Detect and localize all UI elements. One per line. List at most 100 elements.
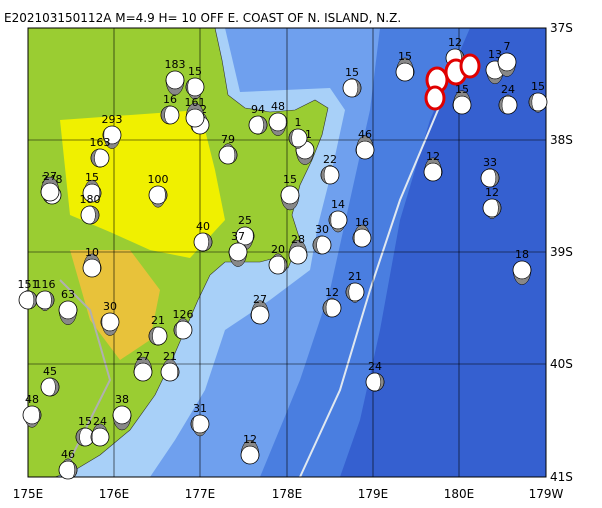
ball-quadrant [345,283,360,303]
depth-label: 15 [531,80,545,93]
beachball: 16 [160,93,180,125]
ball-quadrant [295,147,314,165]
depth-label: 24 [501,83,515,96]
beachball: 30 [312,223,332,255]
beachball: 37 [228,230,248,267]
ball-quadrant [312,235,323,255]
depth-label: 48 [25,393,39,406]
depth-label: 15 [455,83,469,96]
main-event [424,85,446,111]
ball-quadrant [133,356,153,373]
beachball: 46 [355,128,375,160]
depth-label: 38 [115,393,129,406]
depth-label: 7 [504,40,511,53]
depth-label: 13 [488,48,502,61]
ball-quadrant [452,90,471,109]
depth-label: 12 [485,186,499,199]
lat-label: 37S [550,21,573,35]
ball-quadrant [228,249,247,267]
beachball: 14 [328,198,348,233]
beachball: 63 [58,288,78,325]
ball-quadrant [160,105,171,125]
lat-label: 38S [550,133,573,147]
depth-label: 12 [243,433,257,446]
beachball: 15 [185,65,205,100]
ball-quadrant [100,316,118,336]
depth-label: 10 [85,246,99,259]
beachball: 79 [218,133,238,165]
beachball: 116 [35,278,56,311]
beachball: 27 [133,350,153,382]
beachball: 15 [82,171,102,203]
lon-label: 180E [444,487,475,501]
ball-quadrant [355,135,374,154]
ball-quadrant [59,307,78,325]
ball-quadrant [250,300,269,319]
ball-quadrant [256,115,268,135]
lon-label: 179E [358,487,389,501]
ball-quadrant [75,427,87,447]
depth-label: 40 [196,220,210,233]
beachball: 15 [528,80,548,113]
ball-quadrant [352,224,370,244]
lat-label: 39S [550,245,573,259]
depth-label: 22 [323,153,337,166]
depth-label: 31 [193,402,207,415]
ball-quadrant [200,232,213,252]
ball-quadrant [49,377,60,397]
depth-label: 46 [358,128,372,141]
beachball: 12 [423,150,443,182]
ball-quadrant [498,94,512,114]
ball-quadrant [90,148,102,168]
frame [27,27,547,478]
beachball: 40 [193,220,213,252]
depth-label: 12 [448,36,462,49]
depth-label: 15 [398,50,412,63]
ball-quadrant [90,423,108,443]
depth-label: 21 [163,350,177,363]
depth-label: 16 [355,216,369,229]
depth-label: 46 [61,448,75,461]
depth-label: 126 [173,308,194,321]
ball-quadrant [396,57,415,77]
ball-quadrant [165,79,185,96]
depth-label: 18 [515,248,529,261]
depth-label: 27 [43,170,57,183]
beachball: 15 [452,83,472,115]
depth-label: 24 [93,415,107,428]
beachball: 161 [185,96,206,128]
depth-label: 14 [331,198,345,211]
ball-quadrant [40,176,60,194]
main-event [459,53,481,79]
ball-quadrant [148,326,160,346]
depth-label: 94 [251,103,265,116]
depth-label: 20 [271,243,285,256]
lon-label: 179W [529,487,564,501]
beachball: 20 [268,243,288,275]
ball-quadrant [349,78,362,97]
beachball: 15 [395,50,415,82]
fault-line [59,279,112,461]
beachball: 48 [268,100,288,136]
ball-quadrant [320,164,334,184]
ball-quadrant [497,59,516,77]
beachball: 163 [90,136,111,168]
depth-label: 79 [221,133,235,146]
lon-label: 177E [185,487,216,501]
depth-label: 33 [483,156,497,169]
depth-label: 163 [90,136,111,149]
depth-label: 15 [188,65,202,78]
beachball: 100 [148,173,169,208]
ball-quadrant [173,318,189,338]
ball-quadrant [272,253,288,273]
beachball: 30 [100,300,120,336]
ball-quadrant [25,290,38,309]
ball-quadrant [151,188,168,208]
depth-label: 21 [348,270,362,283]
beachball: 151 [18,278,39,310]
depth-label: 25 [238,214,252,227]
depth-label: 1 [295,116,302,129]
ball-quadrant [288,129,303,149]
